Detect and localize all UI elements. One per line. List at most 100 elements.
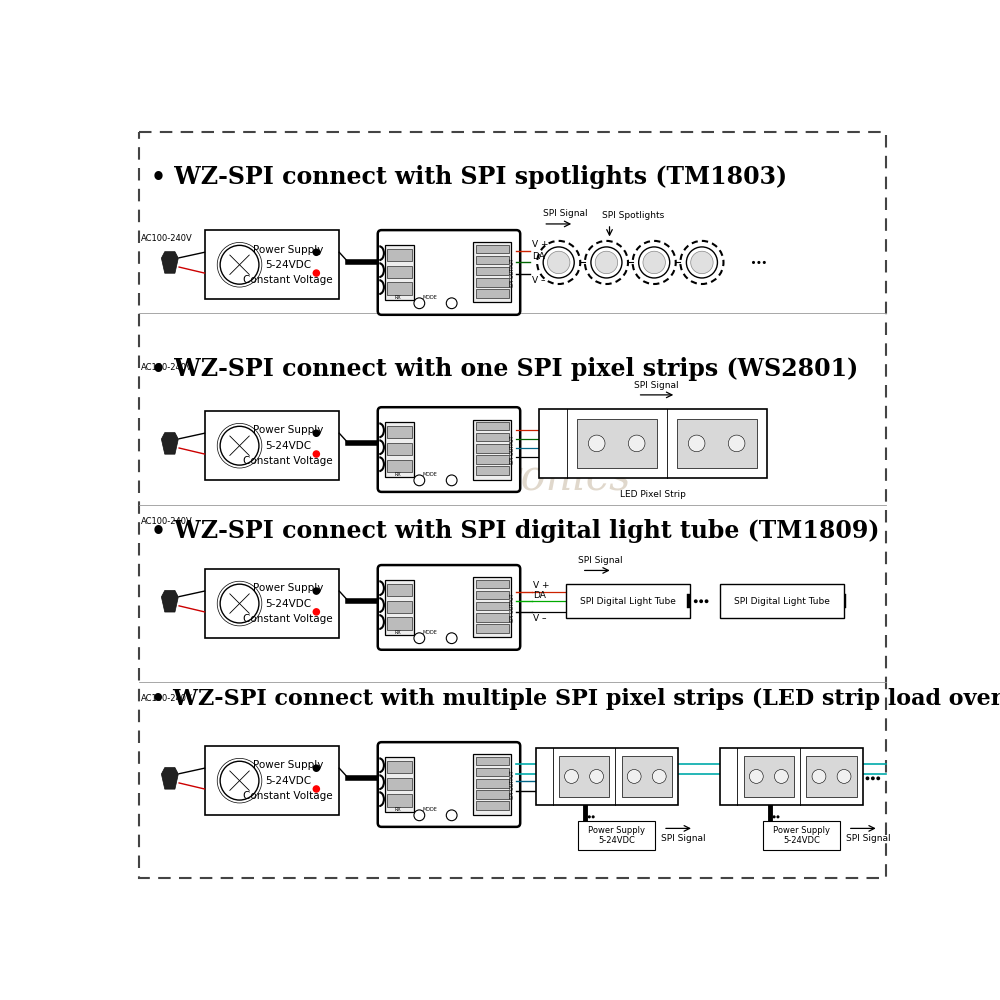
Text: Maxtronics: Maxtronics — [394, 457, 631, 499]
Circle shape — [313, 609, 319, 615]
Text: Constant Voltage: Constant Voltage — [243, 275, 333, 285]
Circle shape — [643, 251, 665, 274]
Bar — [476, 613, 509, 622]
Bar — [387, 584, 412, 596]
Circle shape — [866, 776, 869, 780]
Text: • WZ-SPI connect with multiple SPI pixel strips (LED strip load over 8A): • WZ-SPI connect with multiple SPI pixel… — [151, 688, 1000, 710]
Bar — [473, 420, 511, 480]
Bar — [476, 245, 509, 253]
Bar — [536, 748, 678, 805]
Text: MODE: MODE — [423, 807, 438, 812]
Text: 5-24VDC: 5-24VDC — [598, 836, 635, 845]
Text: AC100-240V: AC100-240V — [141, 363, 193, 372]
Bar — [476, 455, 509, 464]
Bar — [473, 577, 511, 637]
Circle shape — [313, 765, 319, 771]
Bar — [385, 580, 414, 635]
Bar — [476, 757, 509, 765]
Bar — [385, 422, 414, 477]
Circle shape — [871, 776, 875, 780]
Text: DA: DA — [541, 434, 552, 443]
Bar — [476, 466, 509, 475]
Bar — [476, 256, 509, 264]
Bar — [476, 790, 509, 799]
Text: SPI OUTPUT: SPI OUTPUT — [510, 258, 515, 287]
Circle shape — [705, 599, 708, 603]
Bar — [476, 768, 509, 776]
FancyBboxPatch shape — [378, 565, 520, 650]
Bar — [476, 801, 509, 810]
Text: RX: RX — [394, 807, 401, 812]
Circle shape — [773, 815, 776, 818]
Text: Constant Voltage: Constant Voltage — [243, 456, 333, 466]
Polygon shape — [161, 590, 178, 612]
Bar — [687, 594, 690, 608]
Bar — [578, 821, 655, 850]
Text: Power Supply: Power Supply — [588, 826, 645, 835]
Bar — [387, 266, 412, 278]
Bar — [476, 580, 509, 588]
Text: MODE: MODE — [423, 295, 438, 300]
Circle shape — [688, 435, 705, 452]
Circle shape — [769, 815, 772, 818]
Circle shape — [595, 251, 618, 274]
Bar — [677, 419, 757, 468]
Circle shape — [757, 261, 760, 264]
Bar — [387, 778, 412, 790]
Circle shape — [313, 270, 319, 276]
Text: CK: CK — [541, 444, 551, 453]
Text: V-: V- — [541, 454, 548, 463]
Circle shape — [776, 815, 779, 818]
Text: Constant Voltage: Constant Voltage — [243, 791, 333, 801]
Text: RX: RX — [394, 295, 401, 300]
Bar — [476, 624, 509, 633]
FancyBboxPatch shape — [378, 742, 520, 827]
Text: • WZ-SPI connect with SPI spotlights (TM1803): • WZ-SPI connect with SPI spotlights (TM… — [151, 165, 787, 189]
Circle shape — [652, 769, 666, 783]
Bar — [387, 794, 412, 807]
Circle shape — [627, 769, 641, 783]
Bar — [385, 245, 414, 300]
Bar — [622, 756, 672, 797]
Circle shape — [313, 786, 319, 792]
Circle shape — [313, 588, 319, 594]
Text: SPI Signal: SPI Signal — [846, 834, 891, 843]
Bar — [473, 754, 511, 815]
Bar — [205, 230, 339, 299]
Text: Power Supply: Power Supply — [773, 826, 830, 835]
Bar — [476, 267, 509, 275]
Bar — [539, 409, 767, 478]
Circle shape — [584, 815, 587, 818]
Circle shape — [547, 251, 570, 274]
Text: SPI Spotlights: SPI Spotlights — [602, 211, 664, 220]
Circle shape — [694, 599, 698, 603]
Circle shape — [774, 769, 788, 783]
Bar — [387, 249, 412, 261]
Circle shape — [691, 251, 713, 274]
Text: V –: V – — [533, 614, 547, 623]
Text: SPI Digital Light Tube: SPI Digital Light Tube — [734, 597, 830, 606]
Bar — [476, 444, 509, 453]
Bar — [806, 756, 857, 797]
Bar — [844, 594, 846, 608]
Polygon shape — [161, 433, 178, 454]
Text: AC100-240V: AC100-240V — [141, 694, 193, 703]
Circle shape — [313, 430, 319, 436]
Text: SPI OUTPUT: SPI OUTPUT — [510, 435, 515, 464]
Text: 5-24VDC: 5-24VDC — [265, 776, 311, 786]
Circle shape — [588, 815, 591, 818]
Text: RX: RX — [394, 630, 401, 635]
Bar — [385, 757, 414, 812]
Bar — [205, 569, 339, 638]
Bar — [205, 746, 339, 815]
Text: V +: V + — [533, 581, 550, 590]
Text: 5-24VDC: 5-24VDC — [265, 441, 311, 451]
Circle shape — [812, 769, 826, 783]
Text: DA: DA — [533, 591, 546, 600]
Text: MODE: MODE — [423, 630, 438, 635]
Text: 5-24VDC: 5-24VDC — [265, 599, 311, 609]
Circle shape — [876, 776, 880, 780]
Text: V –: V – — [532, 276, 545, 285]
Circle shape — [763, 261, 766, 264]
Circle shape — [313, 451, 319, 457]
